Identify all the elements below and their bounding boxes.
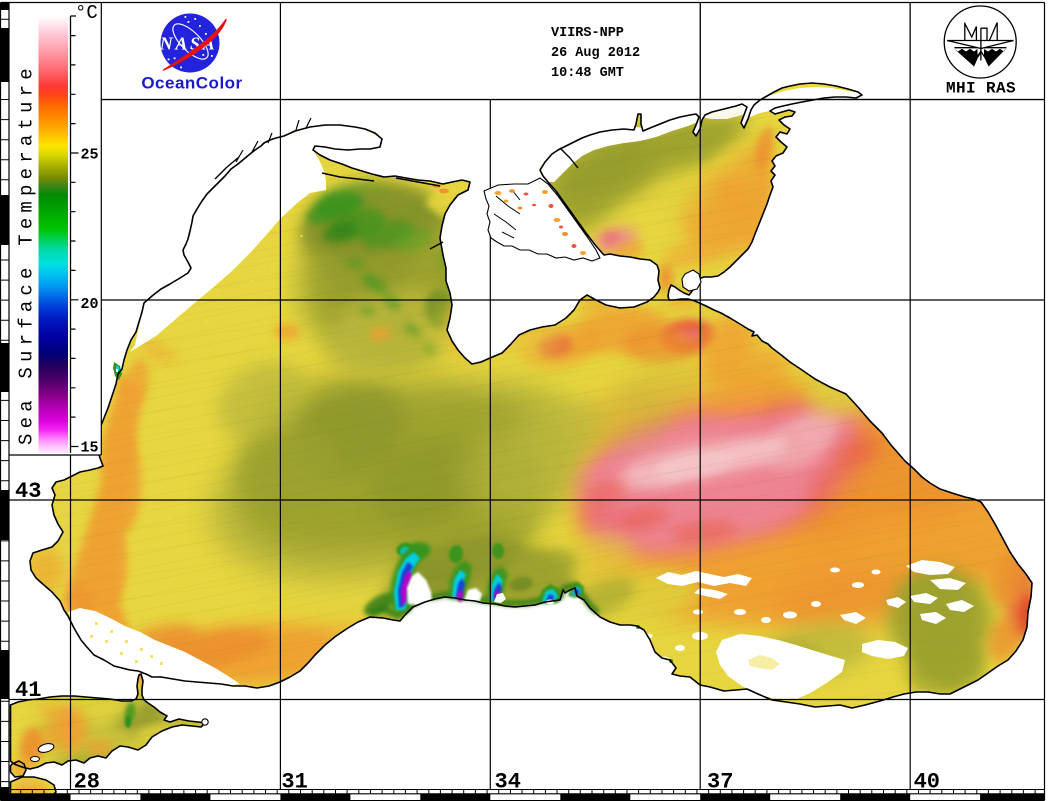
svg-text:10:48 GMT: 10:48 GMT — [551, 66, 624, 81]
svg-text:VIIRS-NPP: VIIRS-NPP — [551, 26, 624, 41]
svg-text:°C: °C — [75, 2, 98, 24]
svg-text:MHI RAS: MHI RAS — [946, 80, 1016, 98]
svg-text:26 Aug 2012: 26 Aug 2012 — [551, 46, 640, 61]
svg-text:41: 41 — [15, 678, 41, 703]
svg-text:25: 25 — [81, 147, 99, 164]
svg-text:Sea Surface Temperature: Sea Surface Temperature — [16, 63, 38, 445]
svg-text:34: 34 — [495, 770, 521, 795]
svg-text:43: 43 — [15, 479, 41, 504]
svg-text:40: 40 — [914, 770, 940, 795]
svg-text:28: 28 — [74, 770, 100, 795]
svg-text:15: 15 — [81, 440, 99, 457]
svg-text:20: 20 — [81, 296, 99, 313]
svg-text:31: 31 — [281, 770, 307, 795]
svg-text:37: 37 — [707, 770, 733, 795]
svg-text:OceanColor: OceanColor — [141, 74, 242, 93]
